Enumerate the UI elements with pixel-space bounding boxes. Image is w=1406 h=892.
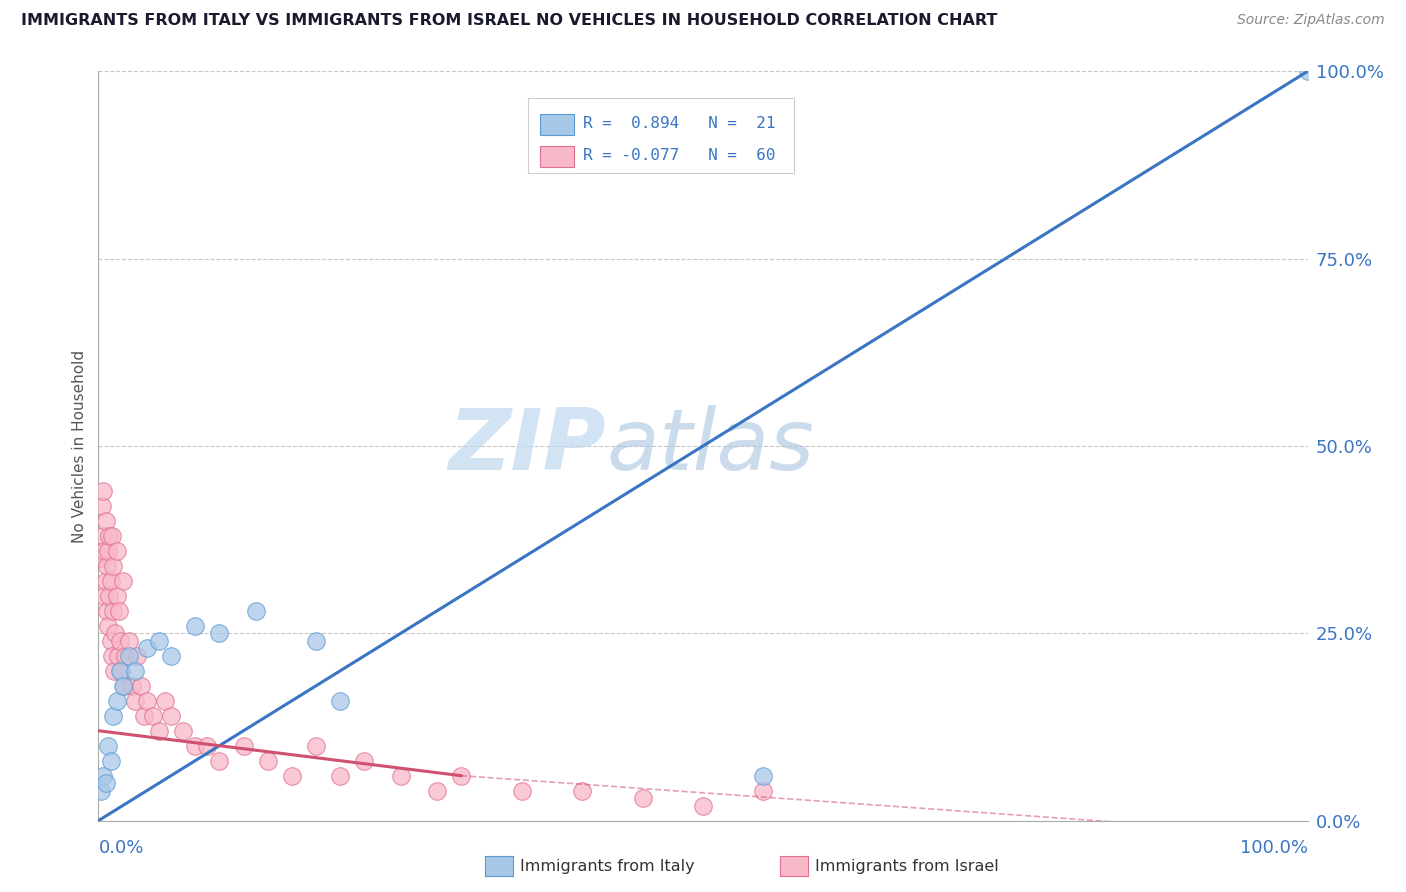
Point <box>98 529 121 543</box>
Point <box>103 664 125 678</box>
Text: R =  0.894   N =  21: R = 0.894 N = 21 <box>583 116 776 130</box>
Point <box>101 604 124 618</box>
Point <box>135 694 157 708</box>
Point <box>100 574 122 588</box>
Point <box>97 544 120 558</box>
Text: R = -0.077   N =  60: R = -0.077 N = 60 <box>583 148 776 162</box>
Point <box>752 769 775 783</box>
Point <box>105 694 128 708</box>
Point <box>129 679 152 693</box>
Point <box>127 648 149 663</box>
Point <box>112 679 135 693</box>
Point <box>305 633 328 648</box>
Point <box>91 769 114 783</box>
Point <box>510 783 533 797</box>
Point <box>111 574 134 588</box>
Point <box>108 633 131 648</box>
Point <box>208 754 231 768</box>
Point <box>329 694 352 708</box>
Bar <box>540 114 574 135</box>
Text: 100.0%: 100.0% <box>1240 839 1308 857</box>
Point <box>93 589 115 603</box>
Point <box>1296 64 1319 78</box>
Point <box>329 769 352 783</box>
Point <box>232 739 254 753</box>
Text: atlas: atlas <box>606 404 814 488</box>
Point <box>91 483 114 498</box>
Point <box>153 694 176 708</box>
Point <box>160 708 183 723</box>
Point <box>101 558 124 573</box>
Point <box>208 626 231 640</box>
Text: Immigrants from Italy: Immigrants from Italy <box>520 859 695 873</box>
Point <box>108 664 131 678</box>
Point <box>172 723 194 738</box>
Point <box>148 633 170 648</box>
Point <box>96 604 118 618</box>
Point <box>100 648 122 663</box>
Point <box>94 776 117 790</box>
Bar <box>540 146 574 168</box>
Point <box>692 798 714 813</box>
Point <box>245 604 267 618</box>
Point <box>98 589 121 603</box>
Point <box>426 783 449 797</box>
Point <box>111 679 134 693</box>
Point <box>256 754 278 768</box>
Point <box>100 529 122 543</box>
Point <box>281 769 304 783</box>
Point <box>631 791 654 805</box>
Point <box>108 604 131 618</box>
Point <box>114 648 136 663</box>
Point <box>305 739 328 753</box>
Point <box>118 648 141 663</box>
Point <box>124 664 146 678</box>
Text: Immigrants from Israel: Immigrants from Israel <box>815 859 1000 873</box>
Point <box>571 783 593 797</box>
Point <box>107 648 129 663</box>
Point <box>752 783 775 797</box>
Text: Source: ZipAtlas.com: Source: ZipAtlas.com <box>1237 13 1385 28</box>
Point <box>353 754 375 768</box>
Point <box>450 769 472 783</box>
Point <box>160 648 183 663</box>
Point <box>148 723 170 738</box>
Point <box>184 619 207 633</box>
Point <box>93 544 115 558</box>
Point <box>101 708 124 723</box>
Point <box>97 739 120 753</box>
Point <box>134 708 156 723</box>
Y-axis label: No Vehicles in Household: No Vehicles in Household <box>72 350 87 542</box>
Point <box>121 679 143 693</box>
Point <box>90 551 112 566</box>
Point <box>184 739 207 753</box>
Point <box>195 739 218 753</box>
Text: ZIP: ZIP <box>449 404 606 488</box>
Point <box>124 694 146 708</box>
FancyBboxPatch shape <box>527 97 793 172</box>
Text: 0.0%: 0.0% <box>98 839 143 857</box>
Text: IMMIGRANTS FROM ITALY VS IMMIGRANTS FROM ISRAEL NO VEHICLES IN HOUSEHOLD CORRELA: IMMIGRANTS FROM ITALY VS IMMIGRANTS FROM… <box>21 13 997 29</box>
Point <box>90 783 112 797</box>
Point <box>91 499 114 513</box>
Point <box>104 626 127 640</box>
Point <box>94 574 117 588</box>
Point <box>91 529 114 543</box>
Point <box>96 558 118 573</box>
Point <box>97 619 120 633</box>
Point <box>100 754 122 768</box>
Point <box>100 633 122 648</box>
Point <box>389 769 412 783</box>
Point <box>94 514 117 528</box>
Point <box>118 633 141 648</box>
Point <box>110 664 132 678</box>
Point <box>105 589 128 603</box>
Point <box>105 544 128 558</box>
Point <box>142 708 165 723</box>
Point <box>135 641 157 656</box>
